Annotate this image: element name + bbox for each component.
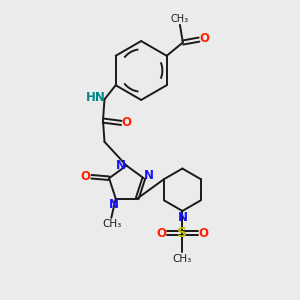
Text: O: O [156,226,166,239]
Text: N: N [178,211,188,224]
Text: N: N [109,198,119,211]
Text: S: S [177,226,188,240]
Text: CH₃: CH₃ [171,14,189,24]
Text: O: O [80,170,91,183]
Text: O: O [122,116,132,129]
Text: HN: HN [86,92,106,104]
Text: CH₃: CH₃ [102,219,122,229]
Text: CH₃: CH₃ [173,254,192,264]
Text: N: N [144,169,154,182]
Text: O: O [199,226,208,239]
Text: N: N [116,158,126,172]
Text: O: O [200,32,209,46]
